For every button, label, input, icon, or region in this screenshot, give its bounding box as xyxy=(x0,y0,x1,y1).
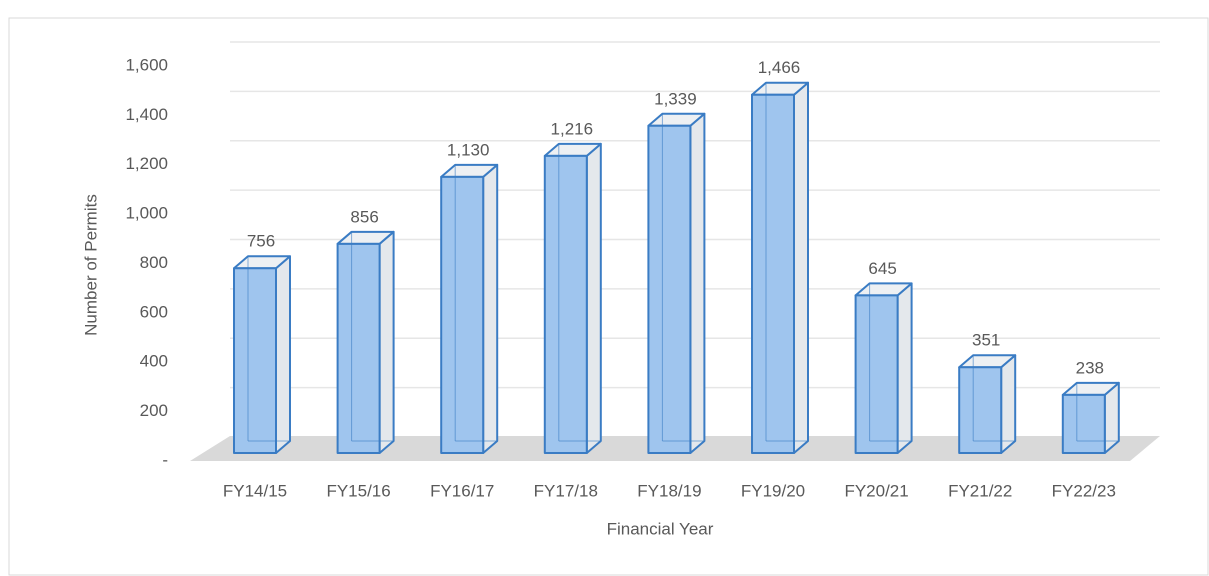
bar xyxy=(854,282,913,454)
x-tick-label: FY16/17 xyxy=(430,481,494,500)
x-tick-label: FY21/22 xyxy=(948,481,1012,500)
y-tick-label: 1,600 xyxy=(125,55,168,74)
bar-front xyxy=(854,294,899,454)
y-tick-label: 400 xyxy=(140,352,168,371)
bar-front xyxy=(440,175,485,454)
data-label: 1,339 xyxy=(654,89,697,108)
bar xyxy=(751,81,809,454)
bar-side xyxy=(378,230,395,454)
bar-front xyxy=(336,242,381,454)
bar-side xyxy=(896,282,913,454)
bar xyxy=(543,142,602,454)
bar-front xyxy=(233,267,277,454)
bar xyxy=(233,255,291,454)
data-label: 351 xyxy=(972,331,1000,350)
bar-side xyxy=(585,142,602,454)
data-label: 1,130 xyxy=(447,140,490,159)
x-tick-label: FY15/16 xyxy=(326,481,390,500)
x-tick-label: FY20/21 xyxy=(844,481,908,500)
data-label: 856 xyxy=(350,207,378,226)
x-tick-label: FY17/18 xyxy=(534,481,598,500)
bar-front xyxy=(958,366,1003,454)
bar-side xyxy=(689,112,706,454)
bar-front xyxy=(751,93,795,454)
y-tick-label: - xyxy=(162,450,168,469)
bar xyxy=(958,354,1017,454)
bar-front xyxy=(543,154,588,454)
x-tick-label: FY22/23 xyxy=(1052,481,1116,500)
bar xyxy=(647,112,706,455)
bar-side xyxy=(482,163,499,454)
x-tick-label: FY19/20 xyxy=(741,481,805,500)
bar-front xyxy=(647,124,692,455)
y-axis-title: Number of Permits xyxy=(81,194,100,336)
bar-front xyxy=(1061,393,1106,454)
bar-side xyxy=(275,255,291,454)
y-tick-label: 600 xyxy=(140,302,168,321)
data-label: 238 xyxy=(1076,358,1104,377)
y-tick-label: 1,000 xyxy=(125,204,168,223)
x-tick-label: FY18/19 xyxy=(637,481,701,500)
bar-side xyxy=(793,81,809,454)
x-tick-label: FY14/15 xyxy=(223,481,287,500)
bar xyxy=(1061,381,1120,454)
chart-frame xyxy=(8,17,1209,576)
data-label: 645 xyxy=(868,259,896,278)
x-axis-title: Financial Year xyxy=(607,519,714,538)
bar xyxy=(336,230,395,454)
y-tick-label: 200 xyxy=(140,401,168,420)
y-tick-label: 1,400 xyxy=(125,105,168,124)
data-label: 1,466 xyxy=(758,58,801,77)
bar xyxy=(440,163,499,454)
y-tick-label: 1,200 xyxy=(125,154,168,173)
y-tick-label: 800 xyxy=(140,253,168,272)
data-label: 1,216 xyxy=(551,119,594,138)
data-label: 756 xyxy=(247,232,275,251)
bar-side xyxy=(1000,354,1017,454)
